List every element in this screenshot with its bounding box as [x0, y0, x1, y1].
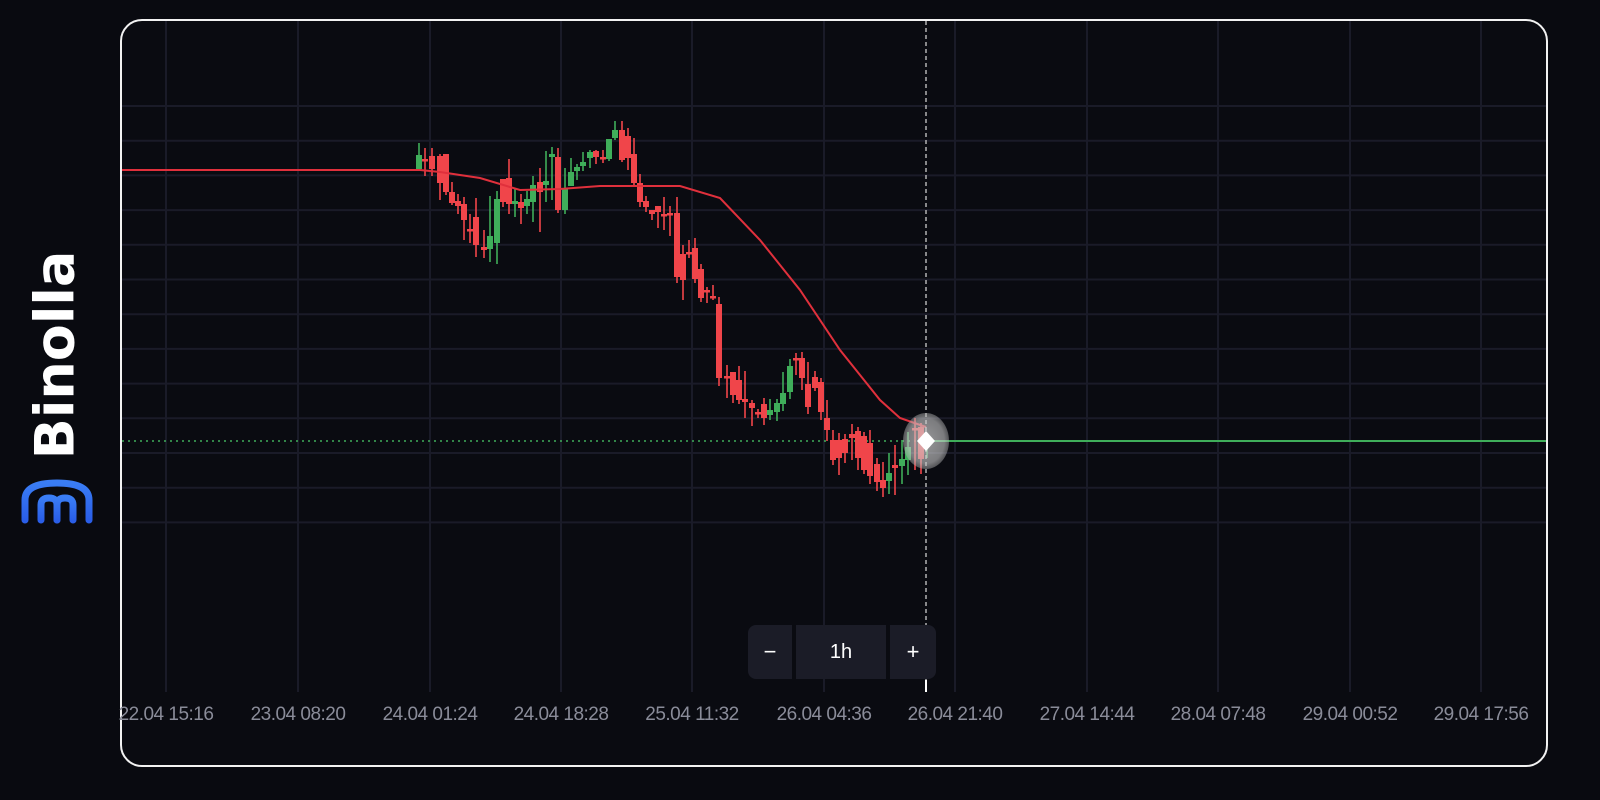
candle-bullish	[787, 366, 793, 392]
candle-bearish	[661, 214, 667, 217]
candle-bearish	[631, 154, 637, 183]
candle-bearish	[619, 130, 625, 160]
candle-bullish	[549, 154, 555, 157]
candle-bearish	[537, 182, 543, 192]
candle-bearish	[861, 436, 867, 470]
candle-bearish	[555, 157, 561, 210]
candles	[416, 121, 930, 497]
candle-bearish	[686, 252, 692, 255]
candle-bullish	[562, 189, 568, 210]
x-axis-label: 29.04 17:56	[1433, 704, 1529, 725]
candle-bullish	[494, 199, 500, 243]
candle-bearish	[506, 178, 512, 204]
candle-bearish	[830, 440, 836, 460]
candle-bullish	[512, 201, 518, 204]
candle-bearish	[818, 382, 824, 412]
candle-bullish	[568, 172, 574, 186]
candle-bearish	[736, 380, 742, 400]
candle-bearish	[429, 156, 435, 169]
candle-bearish	[855, 431, 861, 458]
candle-bearish	[724, 376, 730, 379]
candle-bearish	[643, 201, 649, 207]
timeframe-control: − 1h +	[748, 625, 936, 679]
candle-bullish	[606, 139, 612, 159]
candle-bearish	[704, 290, 710, 293]
candle-bullish	[487, 236, 493, 249]
candle-bearish	[836, 440, 842, 458]
candle-bearish	[805, 384, 811, 407]
candle-bearish	[812, 377, 818, 388]
chart-grid	[122, 21, 1546, 692]
candle-bullish	[587, 152, 593, 158]
candle-bearish	[880, 480, 886, 488]
candle-bearish	[892, 465, 898, 468]
candle-bullish	[886, 473, 892, 481]
x-axis-label: 29.04 00:52	[1302, 704, 1398, 725]
x-axis-label: 26.04 21:40	[907, 704, 1003, 725]
candle-bearish	[730, 372, 736, 395]
candle-bearish	[422, 159, 428, 162]
candle-bullish	[774, 403, 780, 412]
candle-bearish	[867, 443, 873, 476]
candle-bearish	[849, 434, 855, 438]
candle-bearish	[481, 247, 487, 250]
x-axis-label: 23.04 08:20	[250, 704, 346, 725]
candle-bullish	[530, 185, 536, 202]
current-price-marker-icon[interactable]	[917, 431, 935, 451]
brand-sidebar: Binolla	[0, 0, 120, 800]
zoom-out-button[interactable]: −	[748, 625, 792, 679]
candle-bullish	[574, 167, 580, 171]
moving-average-line	[122, 169, 927, 428]
candle-bearish	[449, 192, 455, 203]
timeframe-value[interactable]: 1h	[796, 625, 886, 679]
candle-bearish	[692, 248, 698, 279]
candle-bullish	[899, 459, 905, 466]
x-axis-label: 27.04 14:44	[1039, 704, 1135, 725]
candle-bearish	[742, 399, 748, 402]
candle-bearish	[698, 269, 704, 298]
candle-bearish	[437, 156, 443, 183]
candle-bearish	[749, 403, 755, 408]
candle-bearish	[625, 136, 631, 158]
x-axis-label: 24.04 01:24	[382, 704, 478, 725]
x-axis-label: 26.04 04:36	[776, 704, 872, 725]
x-axis-label: 22.04 15:16	[118, 704, 214, 725]
candle-bearish	[710, 296, 716, 299]
binolla-logo-icon	[21, 479, 93, 524]
x-axis-label: 25.04 11:32	[645, 704, 739, 725]
candle-bearish	[467, 229, 473, 232]
candle-bearish	[799, 358, 805, 378]
candle-bullish	[543, 181, 549, 185]
candle-bullish	[524, 199, 530, 206]
candle-bullish	[416, 155, 422, 169]
candle-bullish	[580, 162, 586, 166]
candle-bearish	[674, 213, 680, 277]
x-axis-label: 24.04 18:28	[513, 704, 609, 725]
candle-bearish	[761, 404, 767, 418]
candle-bearish	[655, 206, 661, 212]
candle-bearish	[518, 202, 524, 208]
candle-bearish	[793, 358, 799, 361]
candle-bearish	[755, 412, 761, 415]
candle-bearish	[680, 254, 686, 280]
candle-bearish	[600, 157, 606, 160]
candle-bearish	[842, 439, 848, 453]
candle-bearish	[461, 204, 467, 220]
candle-bearish	[637, 183, 643, 202]
candle-bearish	[649, 210, 655, 214]
candle-bearish	[500, 179, 506, 202]
candle-bearish	[473, 217, 479, 245]
candle-bearish	[874, 464, 880, 482]
candle-bearish	[667, 213, 673, 216]
candle-bearish	[824, 418, 830, 430]
candle-bearish	[716, 304, 722, 378]
candle-bullish	[612, 130, 618, 138]
candle-bearish	[455, 201, 461, 206]
candle-bearish	[593, 151, 599, 157]
zoom-in-button[interactable]: +	[890, 625, 936, 679]
candle-bullish	[767, 410, 773, 415]
candle-bullish	[780, 393, 786, 404]
x-axis-label: 28.04 07:48	[1170, 704, 1266, 725]
